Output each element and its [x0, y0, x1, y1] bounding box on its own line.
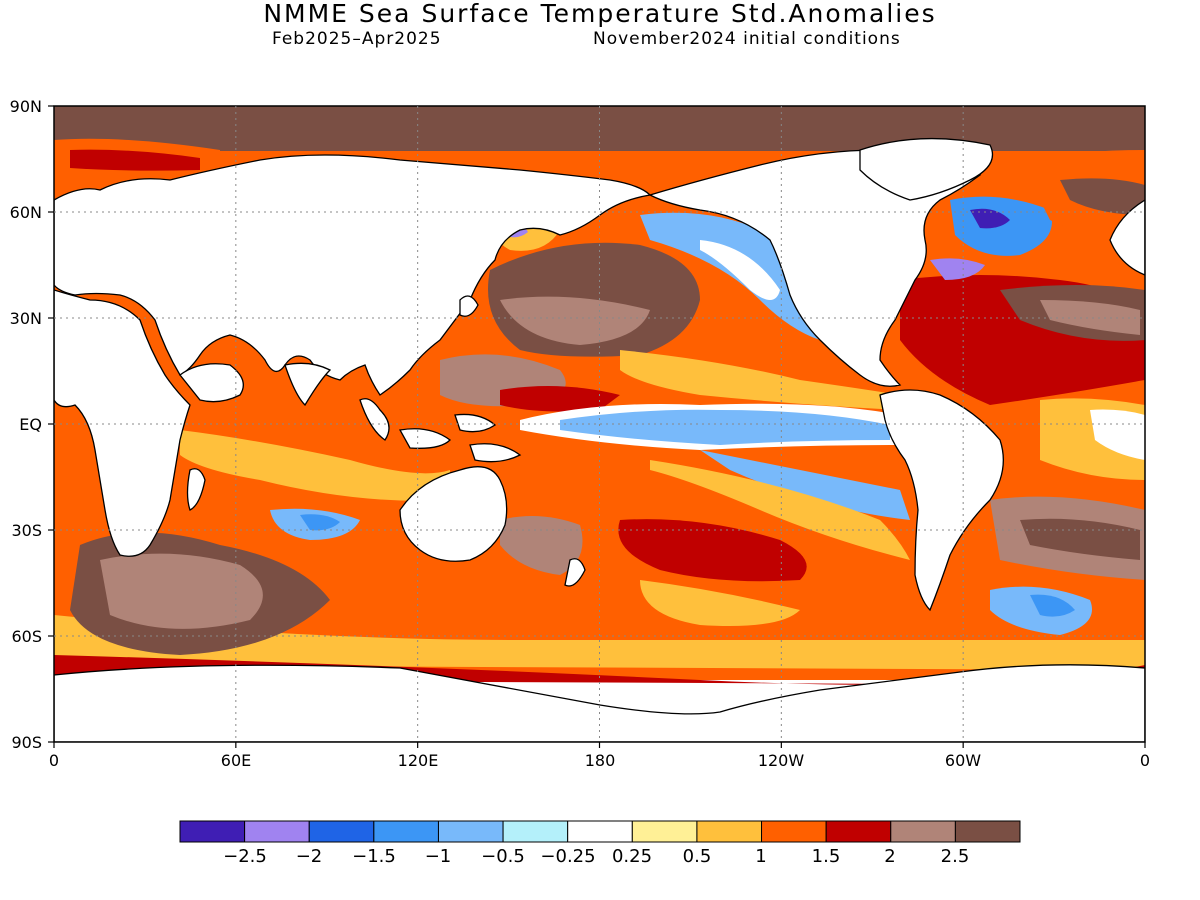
lon-label: 60E: [221, 751, 251, 770]
colorbar-swatch: [437, 820, 504, 843]
lat-label: 60S: [11, 627, 42, 646]
colorbar-swatch: [308, 820, 375, 843]
ne-pacific-white: [700, 240, 780, 300]
southern-band: [54, 615, 1145, 670]
colorbar-label: −1.5: [352, 846, 396, 867]
land-borneo: [454, 413, 497, 433]
colorbar: [179, 820, 1021, 843]
gulf-of-maine-cool: [930, 258, 985, 280]
land-south-america: [879, 389, 1004, 612]
south-pacific-red: [618, 519, 807, 582]
land-madagascar: [186, 468, 206, 511]
colorbar-label: −0.25: [540, 846, 595, 867]
lon-label: 0: [1140, 751, 1150, 770]
colorbar-swatch: [954, 820, 1021, 843]
land-arabia: [179, 363, 244, 403]
land-australia: [399, 466, 508, 562]
gridlines: [54, 106, 1145, 742]
colorbar-label: −2.5: [223, 846, 267, 867]
land: [54, 137, 1145, 742]
land-india: [284, 362, 332, 407]
land-europe-west: [1109, 199, 1145, 276]
labrador-core: [970, 208, 1010, 229]
land-new-zealand: [564, 558, 586, 587]
forecast-period: Feb2025–Apr2025: [272, 29, 442, 49]
land-greenland: [859, 137, 994, 201]
south-atlantic-brown: [1020, 518, 1140, 560]
chart-title: NMME Sea Surface Temperature Std.Anomali…: [263, 0, 937, 28]
lon-label: 120W: [758, 751, 805, 770]
initial-conditions: November2024 initial conditions: [593, 29, 901, 49]
colorbar-swatch: [631, 820, 698, 843]
land-antarctica: [54, 664, 1145, 742]
colorbar-swatch: [244, 820, 310, 843]
indian-ocean-yellow: [180, 430, 450, 501]
colorbar-label: −0.5: [481, 846, 525, 867]
land-eurasia: [54, 154, 652, 396]
indian-ocean-inner: [100, 553, 263, 629]
colorbar-labels: −2.5 −2 −1.5 −1 −0.5 −0.25 0.25 0.5 1 1.…: [223, 846, 969, 867]
lat-label: 90N: [10, 97, 42, 116]
lon-label: 180: [585, 751, 616, 770]
indian-cool-core: [300, 514, 340, 531]
north-atlantic-inner: [1040, 300, 1140, 335]
colorbar-swatch: [825, 820, 892, 843]
colorbar-swatch: [890, 820, 956, 843]
colorbar-label: 2.5: [941, 846, 970, 867]
equatorial-cool-tongue: [560, 409, 890, 445]
nordic-seas-brown: [1060, 178, 1145, 215]
land-japan: [459, 295, 479, 317]
colorbar-label: −1: [425, 846, 452, 867]
colorbar-label: −2: [296, 846, 323, 867]
lat-label: EQ: [19, 415, 42, 434]
tasman-patch: [500, 516, 583, 575]
colorbar-label: 0.5: [683, 846, 712, 867]
colorbar-swatch: [696, 820, 763, 843]
lon-label: 60W: [945, 751, 981, 770]
south-pacific-yellow: [640, 580, 800, 626]
land-africa: [54, 270, 191, 557]
west-pacific-red: [500, 386, 620, 412]
colorbar-swatch: [761, 820, 827, 843]
lat-label: 30S: [11, 521, 42, 540]
colorbar-label: 1.5: [812, 846, 841, 867]
se-pacific-yellow: [650, 460, 910, 560]
colorbar-swatch: [567, 820, 633, 843]
lon-label: 0: [49, 751, 59, 770]
barents-red: [70, 149, 200, 171]
lon-label: 120E: [398, 751, 439, 770]
colorbar-swatch: [373, 820, 439, 843]
land-malaysia: [359, 398, 390, 441]
colorbar-swatch: [502, 820, 569, 843]
colorbar-label: 2: [884, 846, 895, 867]
tick-marks: [48, 105, 1146, 748]
colorbar-swatch: [179, 820, 246, 843]
land-java: [398, 428, 451, 449]
colorbar-label: 0.25: [612, 846, 652, 867]
lat-label: 60N: [10, 203, 42, 222]
lat-label: 90S: [11, 733, 42, 752]
subtropical-yellow: [620, 350, 900, 410]
north-pacific-inner: [500, 296, 650, 345]
equatorial-atlantic-white: [1090, 409, 1145, 460]
colorbar-label: 1: [755, 846, 766, 867]
lat-label: 30N: [10, 309, 42, 328]
land-new-guinea: [469, 443, 522, 463]
south-atlantic-core: [1030, 594, 1075, 617]
se-pacific-cool: [700, 450, 910, 520]
